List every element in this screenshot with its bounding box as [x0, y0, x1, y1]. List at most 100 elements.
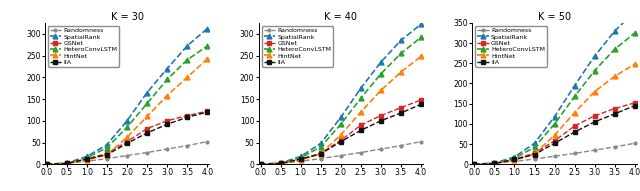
Randomness: [531, 158, 538, 160]
SpatialRank: [257, 163, 264, 165]
Line: Randomness: Randomness: [473, 142, 636, 166]
GSNet: [204, 110, 211, 112]
HeteroConvLSTM: [83, 157, 91, 159]
Randomness: [183, 144, 191, 147]
SpatialRank: [83, 155, 91, 158]
HintNet: [63, 162, 70, 164]
HintNet: [123, 136, 131, 138]
IIA: [163, 123, 171, 125]
HintNet: [204, 58, 211, 60]
SpatialRank: [377, 61, 385, 63]
HeteroConvLSTM: [123, 126, 131, 128]
SpatialRank: [511, 156, 518, 158]
HeteroConvLSTM: [611, 48, 619, 50]
GSNet: [183, 114, 191, 117]
SpatialRank: [417, 23, 425, 25]
Line: HeteroConvLSTM: HeteroConvLSTM: [44, 44, 210, 167]
Randomness: [377, 148, 385, 150]
Randomness: [397, 144, 405, 147]
SpatialRank: [297, 155, 305, 158]
IIA: [571, 131, 579, 133]
HintNet: [591, 90, 598, 93]
GSNet: [470, 163, 478, 165]
HeteroConvLSTM: [63, 162, 70, 164]
SpatialRank: [43, 163, 51, 165]
GSNet: [297, 158, 305, 160]
HeteroConvLSTM: [337, 123, 345, 125]
GSNet: [631, 102, 639, 104]
Line: SpatialRank: SpatialRank: [44, 26, 210, 167]
HeteroConvLSTM: [257, 163, 264, 165]
IIA: [417, 103, 425, 105]
HeteroConvLSTM: [317, 146, 324, 148]
GSNet: [377, 114, 385, 117]
SpatialRank: [63, 162, 70, 164]
GSNet: [491, 162, 499, 165]
IIA: [63, 162, 70, 164]
HintNet: [470, 163, 478, 165]
SpatialRank: [531, 142, 538, 144]
GSNet: [83, 158, 91, 160]
Randomness: [337, 154, 345, 157]
HintNet: [491, 162, 499, 165]
IIA: [591, 121, 598, 123]
HeteroConvLSTM: [204, 45, 211, 47]
Randomness: [571, 152, 579, 155]
GSNet: [611, 107, 619, 110]
Randomness: [276, 162, 284, 164]
Line: HeteroConvLSTM: HeteroConvLSTM: [258, 35, 424, 167]
GSNet: [257, 163, 264, 165]
GSNet: [511, 158, 518, 161]
HeteroConvLSTM: [417, 36, 425, 38]
Randomness: [611, 146, 619, 148]
HintNet: [511, 159, 518, 161]
HeteroConvLSTM: [276, 162, 284, 164]
Randomness: [491, 162, 499, 165]
IIA: [357, 129, 365, 131]
SpatialRank: [337, 116, 345, 118]
Line: Randomness: Randomness: [45, 140, 209, 166]
Randomness: [297, 160, 305, 162]
IIA: [377, 120, 385, 122]
HeteroConvLSTM: [43, 163, 51, 165]
IIA: [143, 132, 151, 134]
IIA: [531, 153, 538, 156]
GSNet: [551, 140, 559, 142]
IIA: [317, 153, 324, 155]
HintNet: [357, 111, 365, 113]
SpatialRank: [571, 84, 579, 87]
HintNet: [257, 163, 264, 165]
SpatialRank: [123, 120, 131, 122]
Randomness: [103, 157, 111, 160]
IIA: [631, 104, 639, 107]
GSNet: [43, 163, 51, 165]
HintNet: [571, 111, 579, 114]
Randomness: [43, 163, 51, 165]
HeteroConvLSTM: [571, 95, 579, 98]
HeteroConvLSTM: [531, 146, 538, 148]
Line: IIA: IIA: [259, 103, 423, 166]
Line: HeteroConvLSTM: HeteroConvLSTM: [472, 31, 637, 167]
SpatialRank: [317, 142, 324, 145]
Legend: Randomness, SpatialRank, GSNet, HeteroConvLSTM, HintNet, IIA: Randomness, SpatialRank, GSNet, HeteroCo…: [476, 26, 547, 67]
HeteroConvLSTM: [183, 59, 191, 61]
HintNet: [611, 75, 619, 77]
HeteroConvLSTM: [551, 123, 559, 125]
Randomness: [143, 151, 151, 154]
HeteroConvLSTM: [631, 32, 639, 34]
GSNet: [417, 99, 425, 101]
HintNet: [631, 63, 639, 65]
Title: K = 50: K = 50: [538, 12, 571, 22]
Randomness: [123, 154, 131, 157]
IIA: [337, 141, 345, 143]
HintNet: [397, 71, 405, 73]
IIA: [397, 112, 405, 114]
SpatialRank: [163, 67, 171, 70]
HeteroConvLSTM: [163, 78, 171, 81]
HeteroConvLSTM: [470, 163, 478, 165]
IIA: [183, 116, 191, 118]
Randomness: [357, 151, 365, 154]
SpatialRank: [276, 162, 284, 164]
Title: K = 40: K = 40: [324, 12, 357, 22]
Line: SpatialRank: SpatialRank: [472, 9, 637, 167]
